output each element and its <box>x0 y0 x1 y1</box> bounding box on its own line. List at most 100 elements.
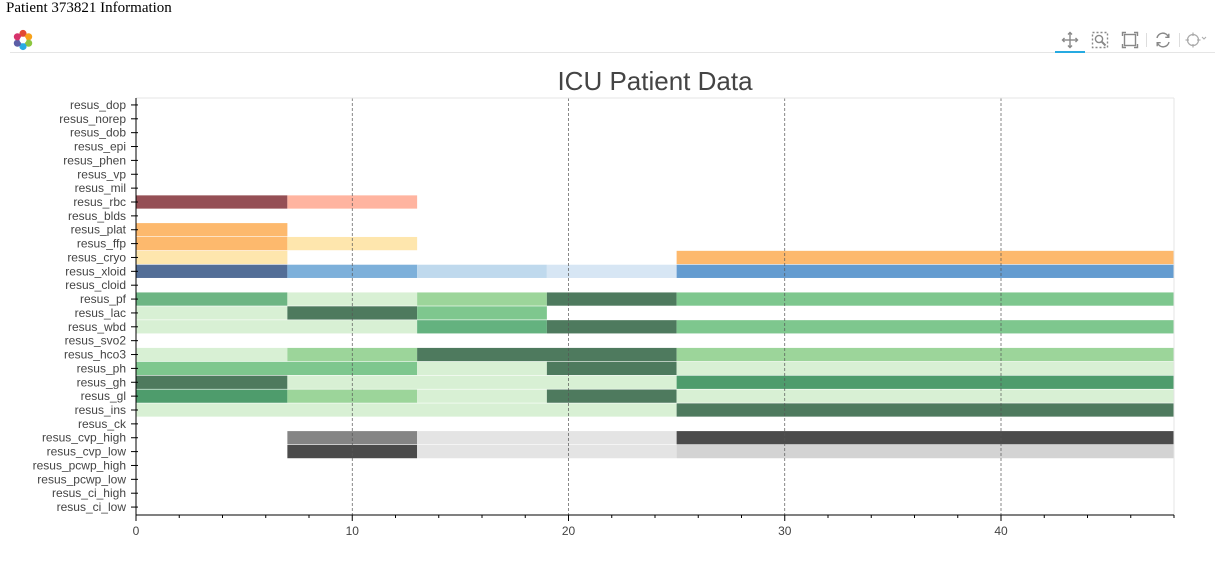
y-tick-label-resus_epi: resus_epi <box>74 140 126 154</box>
y-tick-label-resus_ffp: resus_ffp <box>77 237 126 251</box>
wheel-zoom-tool[interactable] <box>1085 28 1115 52</box>
y-tick-label-resus_cryo: resus_cryo <box>67 250 126 264</box>
y-tick-label-resus_mil: resus_mil <box>75 181 126 195</box>
y-tick-label-resus_dob: resus_dob <box>70 126 126 140</box>
heatmap-cell-resus_ph-25[interactable] <box>676 361 1174 376</box>
heatmap-cell-resus_cvp_high-7[interactable] <box>287 431 418 445</box>
heatmap-cell-resus_cvp_low-25[interactable] <box>676 444 1174 459</box>
y-tick-label-resus_rbc: resus_rbc <box>73 195 126 209</box>
heatmap-cell-resus_hco3-13[interactable] <box>417 347 677 362</box>
heatmap-cell-resus_ins-0[interactable] <box>136 403 677 417</box>
toolbar-separator <box>1179 33 1180 47</box>
heatmap-cell-resus_rbc-0[interactable] <box>136 195 288 209</box>
heatmap-cell-resus_wbd-19[interactable] <box>546 320 677 334</box>
hover-icon <box>1185 32 1207 48</box>
heatmap-cell-resus_pf-0[interactable] <box>136 292 288 306</box>
y-tick-label-resus_cvp_high: resus_cvp_high <box>42 431 126 445</box>
y-tick-label-resus_ci_low: resus_ci_low <box>57 500 127 514</box>
plot-toolbar <box>10 28 1215 53</box>
heatmap-cell-resus_gh-7[interactable] <box>287 375 677 389</box>
heatmap-cell-resus_ph-0[interactable] <box>136 361 418 376</box>
heatmap-cell-resus_cryo-0[interactable] <box>136 250 288 265</box>
toolbar-tools <box>1055 28 1211 53</box>
y-tick-label-resus_svo2: resus_svo2 <box>65 334 127 348</box>
box-zoom-tool[interactable] <box>1115 28 1145 52</box>
x-tick-label-30: 30 <box>778 524 792 538</box>
y-tick-label-resus_cvp_low: resus_cvp_low <box>47 445 127 459</box>
heatmap-cell-resus_cvp_high-13[interactable] <box>417 431 677 445</box>
heatmap-cell-resus_xloid-0[interactable] <box>136 264 288 278</box>
y-tick-label-resus_lac: resus_lac <box>75 306 126 320</box>
heatmap-cell-resus_pf-13[interactable] <box>417 292 547 306</box>
heatmap-cell-resus_xloid-25[interactable] <box>676 264 1174 278</box>
y-tick-label-resus_ci_high: resus_ci_high <box>52 486 126 500</box>
y-tick-label-resus_hco3: resus_hco3 <box>64 348 126 362</box>
reset-icon <box>1156 32 1170 48</box>
x-tick-label-0: 0 <box>133 524 140 538</box>
heatmap-cell-resus_gl-0[interactable] <box>136 389 288 403</box>
y-tick-label-resus_phen: resus_phen <box>63 153 126 167</box>
heatmap-cell-resus_xloid-13[interactable] <box>417 264 547 278</box>
wheel-zoom-icon <box>1091 31 1109 49</box>
x-tick-label-40: 40 <box>994 524 1008 538</box>
toolbar-separator <box>1146 33 1147 47</box>
heatmap-cell-resus_cvp_low-13[interactable] <box>417 444 677 459</box>
heatmap-cell-resus_lac-7[interactable] <box>287 306 418 320</box>
reset-tool[interactable] <box>1148 28 1178 52</box>
y-tick-label-resus_cloid: resus_cloid <box>65 278 126 292</box>
x-tick-label-10: 10 <box>346 524 360 538</box>
heatmap-cell-resus_hco3-0[interactable] <box>136 347 288 362</box>
y-tick-label-resus_ins: resus_ins <box>75 403 126 417</box>
heatmap-cell-resus_gl-19[interactable] <box>546 389 677 403</box>
heatmap-cell-resus_hco3-25[interactable] <box>676 347 1174 362</box>
heatmap-cell-resus_cvp_high-25[interactable] <box>676 431 1174 445</box>
heatmap-cell-resus_xloid-19[interactable] <box>546 264 677 278</box>
y-tick-label-resus_xloid: resus_xloid <box>65 264 126 278</box>
heatmap-cell-resus_gl-7[interactable] <box>287 389 418 403</box>
heatmap-cell-resus_wbd-0[interactable] <box>136 320 418 334</box>
heatmap-cell-resus_cvp_low-7[interactable] <box>287 444 418 459</box>
y-tick-label-resus_gh: resus_gh <box>77 375 126 389</box>
heatmap-cell-resus_gh-0[interactable] <box>136 375 288 389</box>
y-tick-label-resus_blds: resus_blds <box>68 209 126 223</box>
cells-layer <box>136 195 1174 459</box>
chart-title: ICU Patient Data <box>557 66 753 96</box>
heatmap-cell-resus_ph-19[interactable] <box>546 361 677 376</box>
icu-heatmap-chart[interactable]: ICU Patient Data resus_dopresus_norepres… <box>0 55 1215 555</box>
y-tick-label-resus_dop: resus_dop <box>70 98 126 112</box>
heatmap-cell-resus_ffp-0[interactable] <box>136 236 288 251</box>
pan-icon <box>1061 31 1079 49</box>
y-tick-label-resus_wbd: resus_wbd <box>68 320 126 334</box>
heatmap-cell-resus_cryo-25[interactable] <box>676 250 1174 265</box>
heatmap-cell-resus_wbd-13[interactable] <box>417 320 547 334</box>
hover-tool[interactable] <box>1181 28 1211 52</box>
x-tick-label-20: 20 <box>562 524 576 538</box>
heatmap-cell-resus_pf-19[interactable] <box>546 292 677 306</box>
heatmap-cell-resus_lac-0[interactable] <box>136 306 288 320</box>
heatmap-cell-resus_ph-13[interactable] <box>417 361 547 376</box>
y-tick-label-resus_gl: resus_gl <box>81 389 126 403</box>
heatmap-cell-resus_plat-0[interactable] <box>136 223 288 237</box>
y-tick-label-resus_vp: resus_vp <box>77 167 126 181</box>
y-tick-label-resus_ph: resus_ph <box>77 361 126 375</box>
heatmap-cell-resus_gl-13[interactable] <box>417 389 547 403</box>
heatmap-cell-resus_gh-25[interactable] <box>676 375 1174 389</box>
y-tick-label-resus_pf: resus_pf <box>80 292 127 306</box>
y-tick-label-resus_plat: resus_plat <box>71 223 127 237</box>
y-tick-label-resus_ck: resus_ck <box>78 417 127 431</box>
y-tick-label-resus_pcwp_high: resus_pcwp_high <box>33 458 126 472</box>
page-heading: Patient 373821 Information <box>6 0 172 16</box>
heatmap-cell-resus_wbd-25[interactable] <box>676 320 1174 334</box>
pan-tool[interactable] <box>1055 28 1085 53</box>
heatmap-cell-resus_pf-25[interactable] <box>676 292 1174 306</box>
y-tick-label-resus_pcwp_low: resus_pcwp_low <box>37 472 126 486</box>
heatmap-cell-resus_lac-13[interactable] <box>417 306 547 320</box>
heatmap-cell-resus_rbc-7[interactable] <box>287 195 418 209</box>
grid-layer <box>136 97 1175 515</box>
heatmap-cell-resus_ins-25[interactable] <box>676 403 1174 417</box>
bokeh-logo-icon[interactable] <box>12 29 34 51</box>
box-zoom-icon <box>1121 31 1139 49</box>
heatmap-cell-resus_gl-25[interactable] <box>676 389 1174 403</box>
heatmap-cell-resus_xloid-7[interactable] <box>287 264 418 278</box>
axes-layer: resus_dopresus_norepresus_dobresus_epire… <box>33 98 1175 538</box>
